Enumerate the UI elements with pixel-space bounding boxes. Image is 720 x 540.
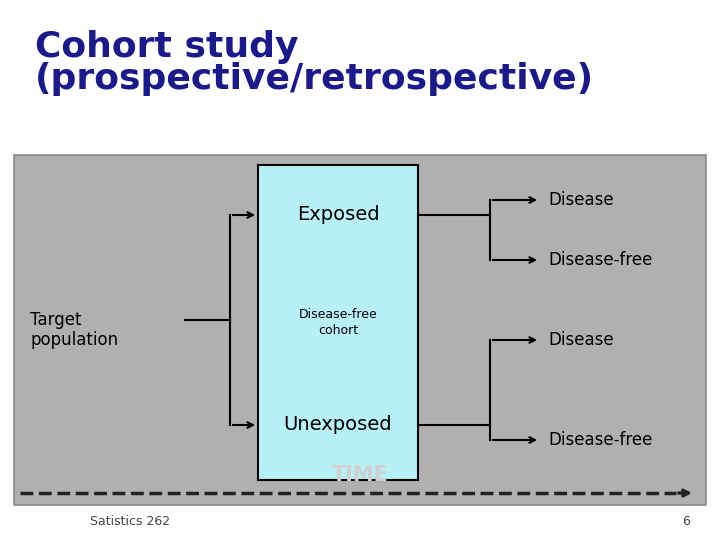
Text: Disease-free: Disease-free bbox=[548, 251, 652, 269]
Text: Disease: Disease bbox=[548, 331, 613, 349]
Text: Cohort study: Cohort study bbox=[35, 30, 299, 64]
Text: Unexposed: Unexposed bbox=[284, 415, 392, 435]
Text: Disease-free: Disease-free bbox=[548, 431, 652, 449]
Text: Exposed: Exposed bbox=[297, 206, 379, 225]
Text: 6: 6 bbox=[682, 515, 690, 528]
Text: TIME: TIME bbox=[332, 465, 388, 485]
Text: Disease-free
cohort: Disease-free cohort bbox=[299, 308, 377, 336]
Bar bbox=[14, 155, 706, 505]
Text: Satistics 262: Satistics 262 bbox=[90, 515, 170, 528]
Text: Disease: Disease bbox=[548, 191, 613, 209]
Bar bbox=[258, 165, 418, 480]
Text: Target
population: Target population bbox=[30, 310, 118, 349]
Text: (prospective/retrospective): (prospective/retrospective) bbox=[35, 62, 594, 96]
